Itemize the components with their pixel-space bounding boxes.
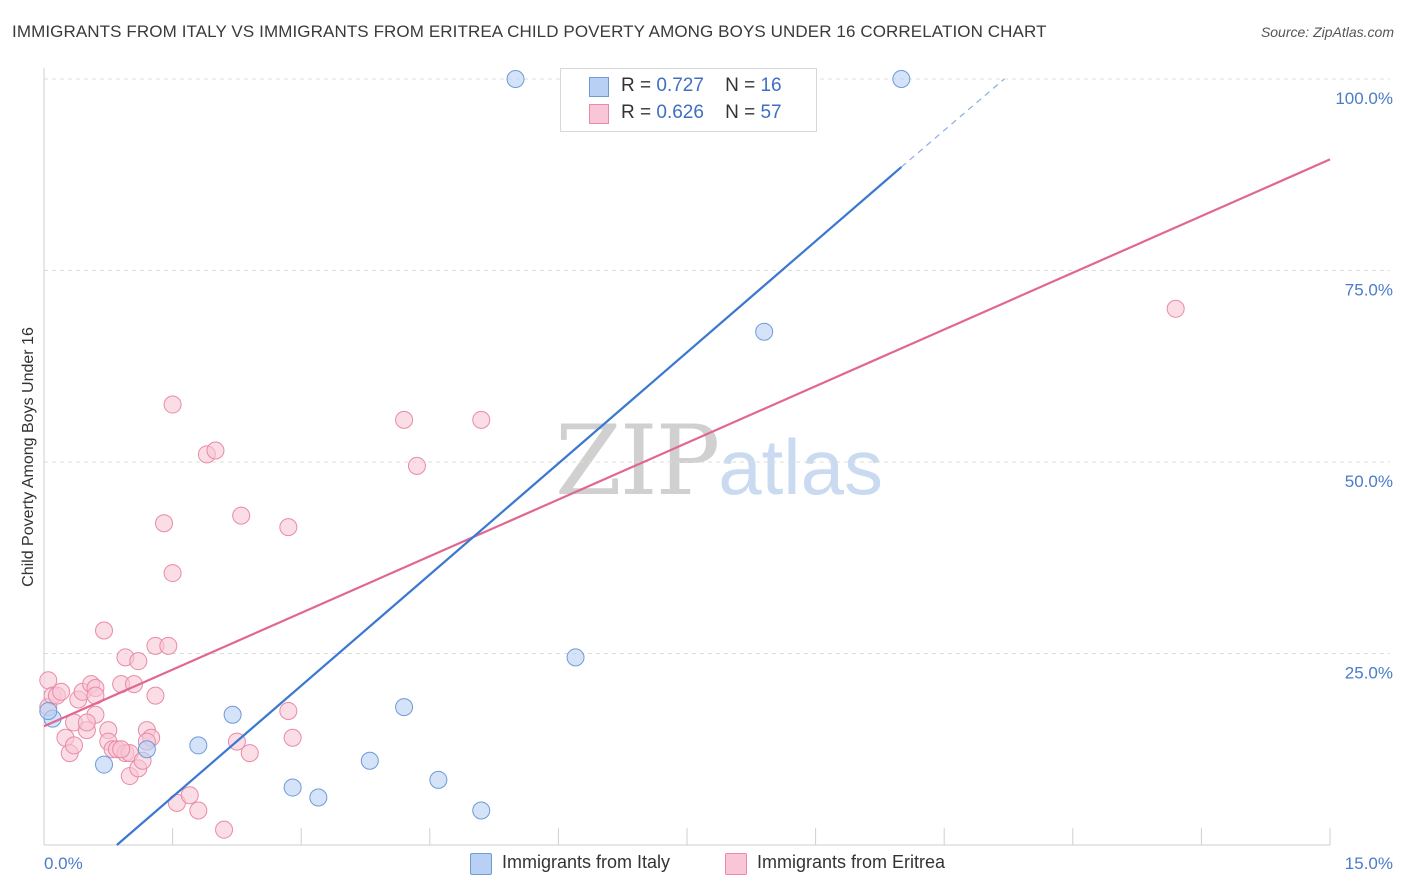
y-tick-label: 100.0% <box>1335 89 1393 108</box>
italy-point <box>309 788 328 807</box>
watermark: ZIPatlas <box>555 405 883 517</box>
eritrea-point <box>159 636 178 655</box>
italy-point <box>429 770 448 789</box>
chart-title: IMMIGRANTS FROM ITALY VS IMMIGRANTS FROM… <box>12 22 1047 41</box>
source-label: Source: ZipAtlas.com <box>1260 24 1394 40</box>
eritrea-point <box>240 744 259 763</box>
italy-point <box>360 751 379 770</box>
eritrea-r-label: R = <box>621 102 652 123</box>
eritrea-point <box>206 441 225 460</box>
y-tick-label: 50.0% <box>1345 472 1393 491</box>
eritrea-point <box>279 518 298 537</box>
italy-point <box>283 778 302 797</box>
eritrea-point <box>189 801 208 820</box>
correlation-legend: R = 0.727 N = 16 R = 0.626 N = 57 <box>560 68 817 132</box>
watermark-atlas: atlas <box>718 423 883 511</box>
italy-legend-label: Immigrants from Italy <box>502 852 671 872</box>
eritrea-point <box>112 740 131 759</box>
eritrea-point <box>279 701 298 720</box>
italy-point <box>137 740 156 759</box>
gridlines <box>44 78 1390 654</box>
trend-lines <box>43 78 1331 846</box>
eritrea-n-value: 57 <box>760 102 782 123</box>
eritrea-legend-swatch <box>725 853 747 875</box>
eritrea-legend-label: Immigrants from Eritrea <box>757 852 946 872</box>
eritrea-point <box>129 652 148 671</box>
x-tick-label: 0.0% <box>44 854 83 873</box>
eritrea-points <box>39 299 1185 839</box>
eritrea-point <box>65 736 84 755</box>
italy-r-value: 0.727 <box>656 75 704 96</box>
eritrea-n-label: N = <box>725 102 756 123</box>
eritrea-point <box>155 514 174 533</box>
italy-point <box>506 70 525 88</box>
eritrea-trend-line <box>43 158 1331 728</box>
eritrea-point <box>52 682 71 701</box>
italy-point <box>39 701 58 720</box>
tick-labels: 25.0% 50.0% 75.0% 100.0% 0.0% 15.0% Child Pove… <box>20 89 1393 873</box>
y-axis-title: Child Poverty Among Boys Under 16 <box>20 327 37 587</box>
eritrea-r-value: 0.626 <box>656 102 704 123</box>
eritrea-point <box>395 410 414 429</box>
watermark-zip: ZIP <box>555 405 720 517</box>
italy-point <box>189 736 208 755</box>
eritrea-point <box>283 728 302 747</box>
italy-trend-extension <box>900 78 1005 168</box>
eritrea-point <box>95 621 114 640</box>
eritrea-point <box>77 713 96 732</box>
italy-point <box>755 322 774 341</box>
italy-r-label: R = <box>621 75 652 96</box>
eritrea-point <box>1166 299 1185 318</box>
y-tick-label: 75.0% <box>1345 281 1393 300</box>
italy-n-value: 16 <box>760 75 782 96</box>
eritrea-point <box>146 686 165 705</box>
italy-point <box>395 698 414 717</box>
eritrea-swatch <box>589 104 609 124</box>
italy-swatch <box>589 77 609 97</box>
eritrea-point <box>232 506 251 525</box>
italy-points <box>39 70 911 820</box>
italy-point <box>472 801 491 820</box>
italy-trend-line <box>116 166 903 846</box>
italy-point <box>95 755 114 774</box>
italy-legend-swatch <box>470 853 492 875</box>
axes <box>43 68 1331 846</box>
eritrea-point <box>163 564 182 583</box>
italy-n-label: N = <box>725 75 756 96</box>
eritrea-point <box>180 786 199 805</box>
italy-point <box>223 705 242 724</box>
eritrea-point <box>472 410 491 429</box>
eritrea-point <box>407 456 426 475</box>
eritrea-point <box>163 395 182 414</box>
eritrea-point <box>215 820 234 839</box>
italy-point <box>566 648 585 667</box>
italy-point <box>892 70 911 88</box>
x-tick-label: 15.0% <box>1345 854 1393 873</box>
y-tick-label: 25.0% <box>1345 664 1393 683</box>
